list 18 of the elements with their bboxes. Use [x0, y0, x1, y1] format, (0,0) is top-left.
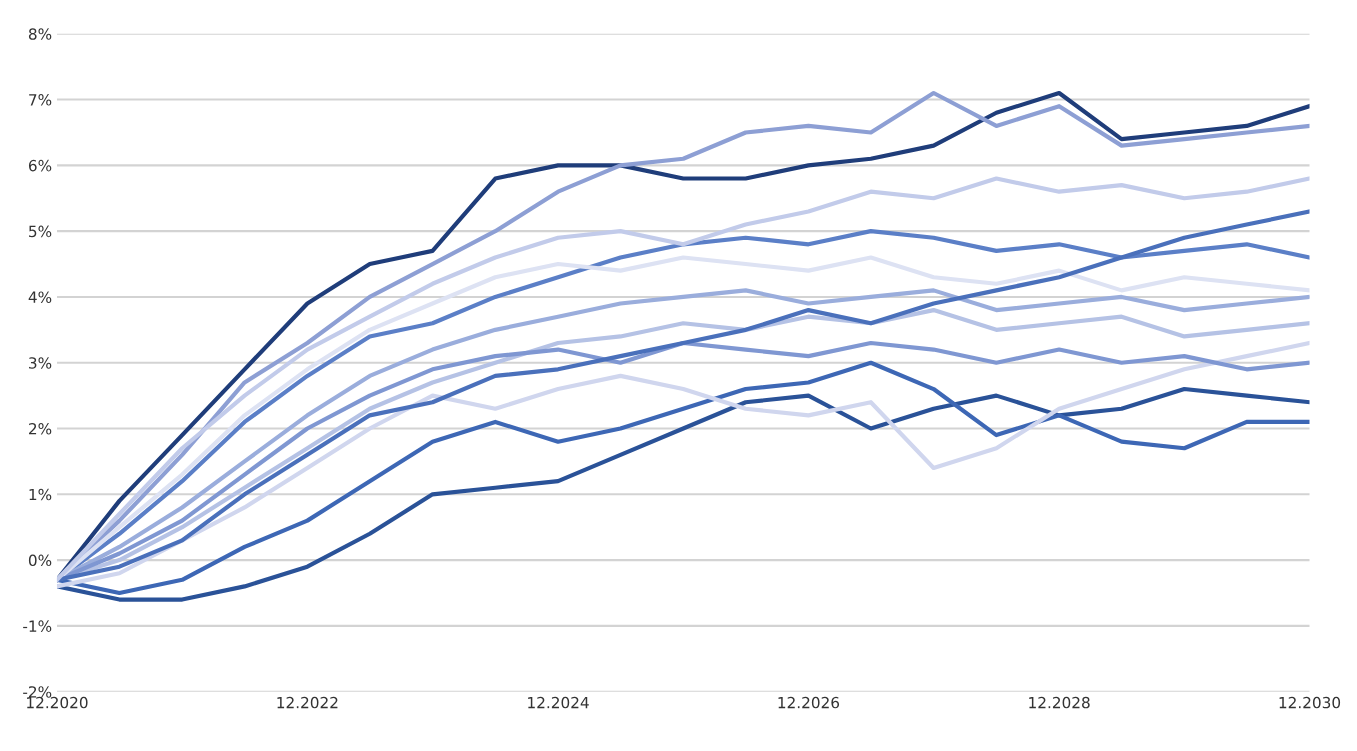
- y-tick-label: 5%: [29, 225, 52, 238]
- y-tick-label: 1%: [29, 488, 52, 501]
- x-tick-label: 12.2024: [528, 696, 589, 709]
- y-tick-label: 0%: [28, 554, 52, 567]
- x-tick-label: 12.2030: [1279, 696, 1341, 709]
- y-tick-label: 7%: [29, 94, 52, 106]
- y-tick-label: 4%: [28, 291, 52, 303]
- x-tick-label: 12.2028: [1029, 696, 1090, 709]
- y-tick-label: 3%: [29, 357, 52, 369]
- y-tick-label: 8%: [28, 28, 52, 40]
- y-tick-label: 2%: [29, 422, 52, 435]
- x-tick-label: 12.2020: [27, 696, 88, 709]
- y-tick-label: -1%: [23, 620, 52, 632]
- x-tick-label: 12.2022: [277, 696, 338, 709]
- y-tick-label: -2%: [23, 686, 52, 698]
- line-series: [56, 90, 1310, 582]
- x-tick-label: 12.2026: [778, 696, 840, 709]
- y-tick-label: 6%: [28, 159, 52, 172]
